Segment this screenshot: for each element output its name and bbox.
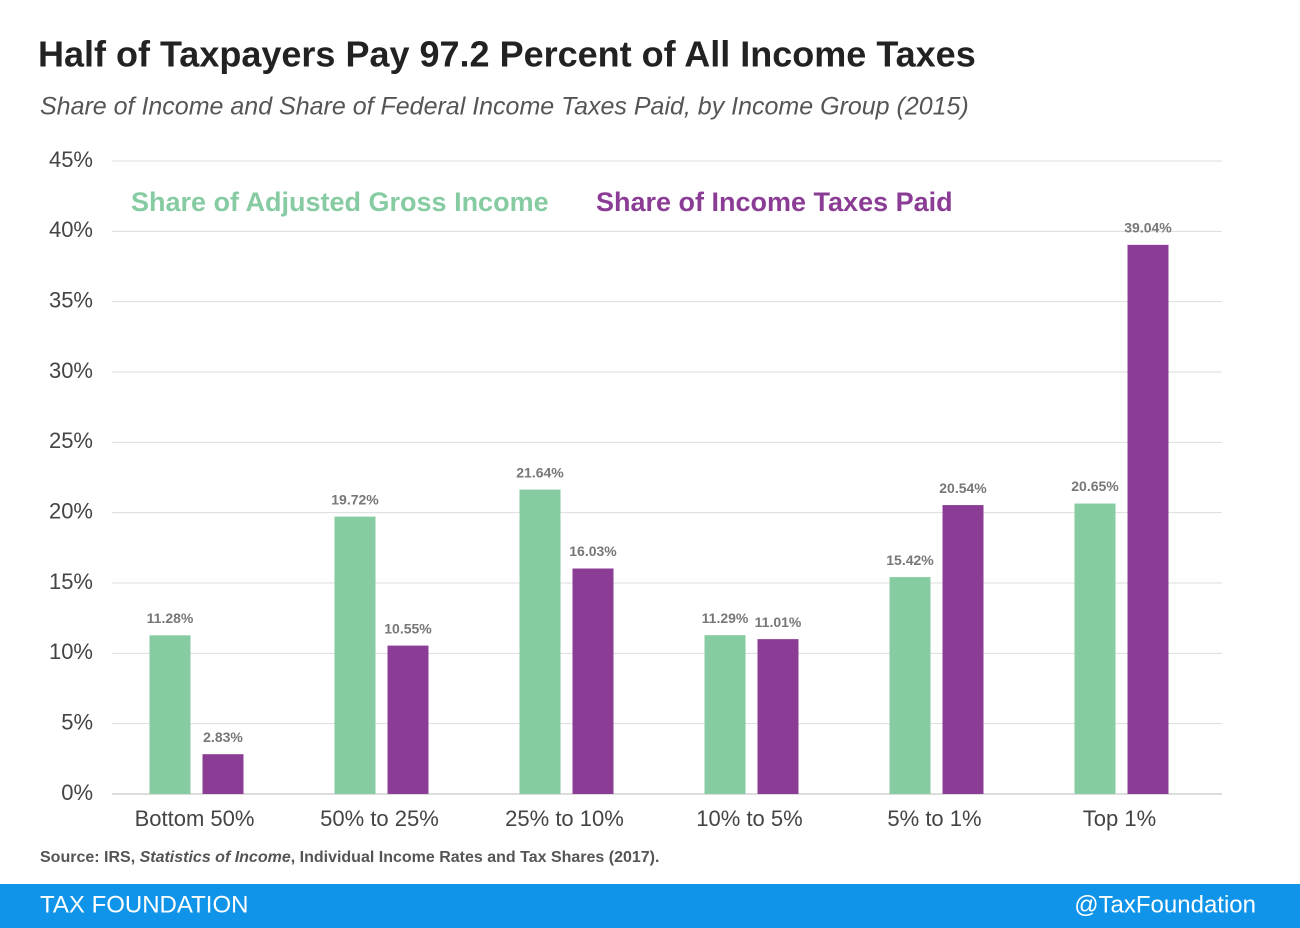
x-tick-label: 25% to 10% (505, 806, 624, 831)
y-tick-label: 5% (61, 709, 93, 734)
source-note: Source: IRS, Statistics of Income, Indiv… (40, 849, 659, 866)
data-label: 10.55% (384, 620, 432, 636)
bar (757, 639, 799, 794)
data-label: 20.54% (939, 480, 987, 496)
y-tick-label: 25% (49, 428, 93, 453)
footer-handle: @TaxFoundation (1074, 891, 1256, 918)
source-part: , Individual Income Rates and Tax Shares… (291, 849, 660, 866)
bar (519, 489, 561, 794)
data-label: 21.64% (516, 464, 564, 480)
x-tick-label: 10% to 5% (696, 806, 802, 831)
chart-title: Half of Taxpayers Pay 97.2 Percent of Al… (38, 34, 976, 75)
bar (704, 635, 746, 794)
footer-brand: TAX FOUNDATION (40, 891, 248, 918)
bar (334, 516, 376, 794)
source-part: Statistics of Income (140, 849, 291, 866)
y-tick-label: 40% (49, 217, 93, 242)
y-tick-label: 0% (61, 780, 93, 805)
data-label: 39.04% (1124, 220, 1172, 236)
chart-subtitle: Share of Income and Share of Federal Inc… (40, 93, 969, 121)
data-label: 11.28% (147, 610, 194, 626)
x-tick-label: Bottom 50% (135, 806, 255, 831)
footer-bar (0, 884, 1300, 928)
data-label: 15.42% (886, 552, 934, 568)
data-label: 16.03% (569, 543, 617, 559)
data-label: 11.29% (702, 610, 749, 626)
x-tick-label: 50% to 25% (320, 806, 439, 831)
legend-entry: Share of Income Taxes Paid (596, 187, 953, 217)
y-tick-label: 35% (49, 287, 93, 312)
y-tick-label: 30% (49, 358, 93, 383)
y-tick-label: 10% (49, 639, 93, 664)
legend-entry: Share of Adjusted Gross Income (131, 187, 549, 217)
bar (149, 635, 191, 794)
source-part: Source: IRS, (40, 849, 140, 866)
data-label: 20.65% (1071, 478, 1119, 494)
bar (1074, 503, 1116, 794)
bar (202, 754, 244, 794)
data-label: 11.01% (755, 614, 802, 630)
bar (1127, 244, 1169, 794)
data-label: 2.83% (203, 729, 243, 745)
y-tick-label: 20% (49, 498, 93, 523)
bar (942, 505, 984, 794)
y-tick-label: 15% (49, 569, 93, 594)
y-tick-label: 45% (49, 147, 93, 172)
bar (387, 645, 429, 794)
bar (572, 568, 614, 794)
bar (889, 577, 931, 794)
x-tick-label: 5% to 1% (887, 806, 981, 831)
x-tick-label: Top 1% (1083, 806, 1156, 831)
data-label: 19.72% (331, 491, 379, 507)
